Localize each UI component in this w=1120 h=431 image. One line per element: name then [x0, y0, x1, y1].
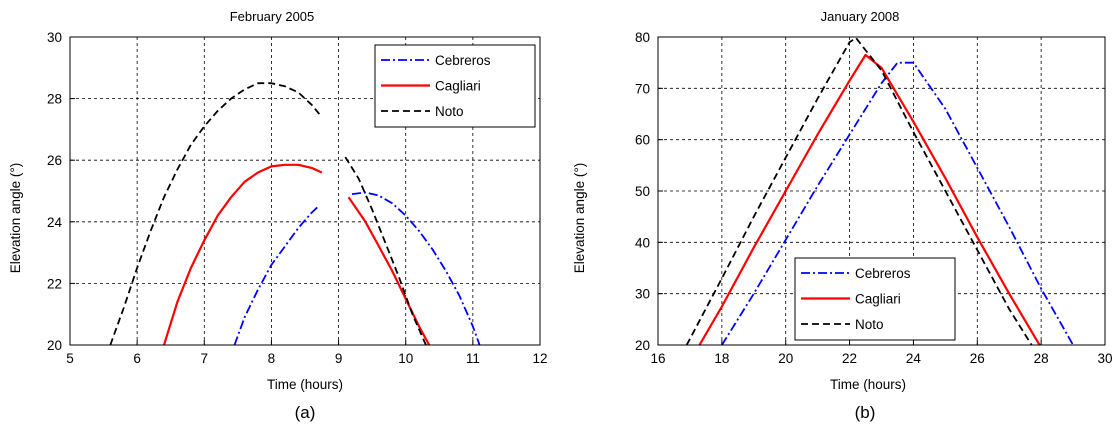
panel-a: February 2005 20 22 24 26 28 30 5 6 7 8 9 10 11 12 C…: [8, 9, 548, 422]
x-tick-label: 11: [466, 351, 480, 366]
y-tick-label: 22: [47, 276, 62, 291]
series-line-cebreros: [233, 205, 320, 345]
x-tick-label: 9: [335, 351, 343, 366]
x-tick-labels: 5 6 7 8 9 10 11 12: [66, 340, 548, 366]
x-tick-label: 7: [201, 351, 209, 366]
x-tick-label: 5: [66, 351, 74, 366]
series-line-cagliari: [698, 53, 1041, 345]
y-axis-label: Elevation angle (°): [8, 163, 23, 273]
x-tick-label: 18: [714, 351, 729, 366]
x-tick-label: 28: [1034, 351, 1049, 366]
chart-title: February 2005: [230, 9, 315, 24]
legend-label-noto: Noto: [435, 104, 464, 119]
series-line-noto: [109, 82, 323, 345]
x-tick-label: 30: [1097, 351, 1112, 366]
series-lines: [685, 37, 1074, 345]
y-tick-label: 26: [47, 153, 62, 168]
x-tick-label: 8: [268, 351, 276, 366]
legend: Cebreros Cagliari Noto: [374, 44, 536, 128]
series-line-cagliari: [162, 163, 323, 345]
y-tick-label: 20: [47, 338, 62, 353]
chart-title: January 2008: [821, 9, 900, 24]
series-line-noto: [344, 156, 427, 345]
plot-frame: [69, 36, 541, 346]
legend-label-noto: Noto: [855, 317, 884, 332]
legend-label-cagliari: Cagliari: [855, 292, 901, 307]
x-tick-label: 16: [650, 351, 665, 366]
y-axis-label: Elevation angle (°): [572, 163, 587, 273]
x-tick-label: 12: [532, 351, 547, 366]
x-tick-label: 20: [778, 351, 793, 366]
legend-label-cebreros: Cebreros: [435, 53, 491, 68]
series-line-cebreros: [721, 61, 1074, 345]
x-tick-label: 26: [970, 351, 985, 366]
y-tick-label: 20: [635, 338, 650, 353]
plot-frame: [657, 36, 1106, 346]
y-tick-label: 24: [47, 215, 63, 230]
x-tick-label: 24: [906, 351, 922, 366]
y-tick-labels: 20 30 40 50 60 70 80: [635, 30, 663, 353]
panel-label: (b): [855, 403, 876, 422]
y-tick-label: 28: [47, 92, 62, 107]
x-tick-labels: 16 18 20 22 24 26 28 30: [650, 340, 1113, 366]
y-tick-label: 70: [635, 81, 650, 96]
series-line-cagliari: [347, 196, 431, 345]
legend-label-cagliari: Cagliari: [435, 79, 481, 94]
y-tick-labels: 20 22 24 26 28 30: [47, 30, 75, 353]
y-tick-label: 40: [635, 235, 650, 250]
y-tick-label: 30: [47, 30, 62, 45]
series-lines: [109, 82, 481, 345]
legend: Cebreros Cagliari Noto: [794, 257, 956, 341]
legend-label-cebreros: Cebreros: [855, 266, 911, 281]
x-axis-label: Time (hours): [830, 377, 906, 392]
panel-b: January 2008 20 30 40 50 60 70 80 16 18 20 22 24 26…: [572, 9, 1113, 422]
y-tick-label: 50: [635, 184, 650, 199]
panel-label: (a): [295, 403, 316, 422]
series-line-noto: [685, 37, 1033, 345]
y-tick-label: 60: [635, 133, 650, 148]
series-line-cebreros: [351, 191, 481, 345]
y-tick-label: 30: [635, 287, 650, 302]
y-tick-label: 80: [635, 30, 650, 45]
x-tick-label: 22: [842, 351, 857, 366]
x-tick-label: 6: [133, 351, 141, 366]
x-tick-label: 10: [398, 351, 413, 366]
x-axis-label: Time (hours): [267, 377, 343, 392]
